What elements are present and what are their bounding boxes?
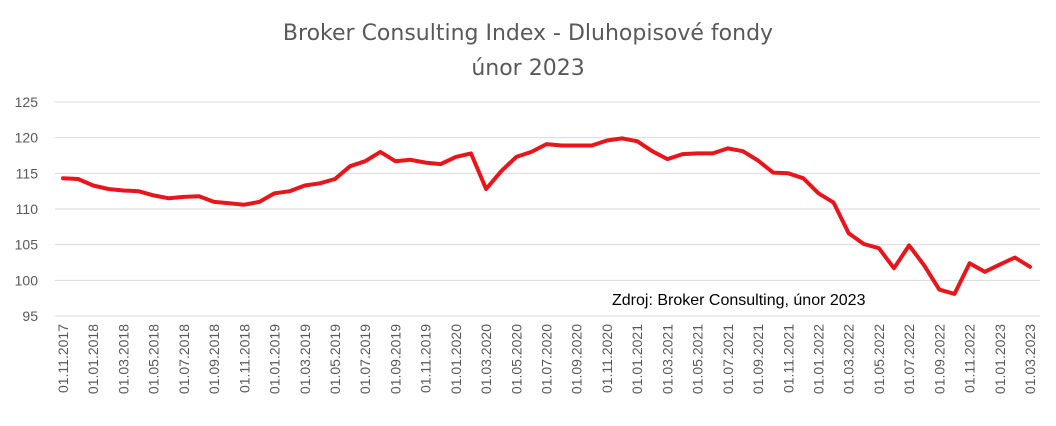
x-tick-label: 01.09.2018 bbox=[206, 324, 222, 394]
x-tick-label: 01.11.2020 bbox=[599, 324, 615, 393]
y-tick-label: 125 bbox=[15, 94, 39, 110]
x-tick-label: 01.11.2021 bbox=[780, 324, 796, 393]
chart-subtitle: únor 2023 bbox=[471, 56, 584, 81]
x-tick-label: 01.05.2020 bbox=[508, 324, 524, 394]
x-tick-label: 01.01.2021 bbox=[629, 324, 645, 394]
x-tick-label: 01.03.2018 bbox=[115, 324, 131, 394]
x-tick-label: 01.03.2022 bbox=[841, 324, 857, 394]
x-tick-label: 01.07.2022 bbox=[901, 324, 917, 394]
source-annotation: Zdroj: Broker Consulting, únor 2023 bbox=[612, 292, 866, 309]
x-tick-label: 01.11.2017 bbox=[55, 324, 71, 393]
x-tick-label: 01.03.2021 bbox=[659, 324, 675, 394]
x-tick-label: 01.03.2019 bbox=[297, 324, 313, 394]
x-axis-ticks: 01.11.2017 01.01.2018 01.03.2018 01.05.2018… bbox=[55, 324, 1038, 394]
x-tick-label: 01.05.2021 bbox=[690, 324, 706, 394]
x-tick-label: 01.01.2019 bbox=[267, 324, 283, 394]
x-tick-label: 01.07.2019 bbox=[357, 324, 373, 394]
gridlines bbox=[55, 101, 1040, 317]
series-line bbox=[61, 136, 1032, 296]
x-tick-label: 01.07.2020 bbox=[539, 324, 555, 394]
y-axis-ticks: 95 100 105 110 115 120 125 bbox=[15, 94, 39, 324]
x-tick-label: 01.07.2021 bbox=[720, 324, 736, 394]
x-tick-label: 01.07.2018 bbox=[176, 324, 192, 394]
x-tick-label: 01.01.2018 bbox=[85, 324, 101, 394]
series-line-group bbox=[61, 136, 1032, 296]
x-tick-label: 01.09.2020 bbox=[569, 324, 585, 394]
x-tick-label: 01.05.2018 bbox=[146, 324, 162, 394]
x-tick-label: 01.01.2020 bbox=[448, 324, 464, 394]
y-tick-label: 110 bbox=[16, 201, 39, 217]
x-tick-label: 01.11.2019 bbox=[418, 324, 434, 393]
y-tick-label: 105 bbox=[15, 237, 39, 253]
x-tick-label: 01.09.2022 bbox=[931, 324, 947, 394]
x-tick-label: 01.01.2022 bbox=[810, 324, 826, 394]
x-tick-label: 01.01.2023 bbox=[992, 324, 1008, 394]
x-tick-label: 01.09.2019 bbox=[387, 324, 403, 394]
x-tick-label: 01.03.2023 bbox=[1022, 324, 1038, 394]
chart-title: Broker Consulting Index - Dluhopisové fo… bbox=[283, 21, 773, 46]
y-tick-label: 115 bbox=[16, 165, 39, 181]
x-tick-label: 01.11.2018 bbox=[236, 324, 252, 393]
y-tick-label: 95 bbox=[22, 308, 38, 324]
x-tick-label: 01.11.2022 bbox=[962, 324, 978, 393]
y-tick-label: 120 bbox=[15, 130, 39, 146]
x-tick-label: 01.03.2020 bbox=[478, 324, 494, 394]
x-tick-label: 01.05.2022 bbox=[871, 324, 887, 394]
y-tick-label: 100 bbox=[15, 272, 39, 288]
x-tick-label: 01.09.2021 bbox=[750, 324, 766, 394]
x-tick-label: 01.05.2019 bbox=[327, 324, 343, 394]
